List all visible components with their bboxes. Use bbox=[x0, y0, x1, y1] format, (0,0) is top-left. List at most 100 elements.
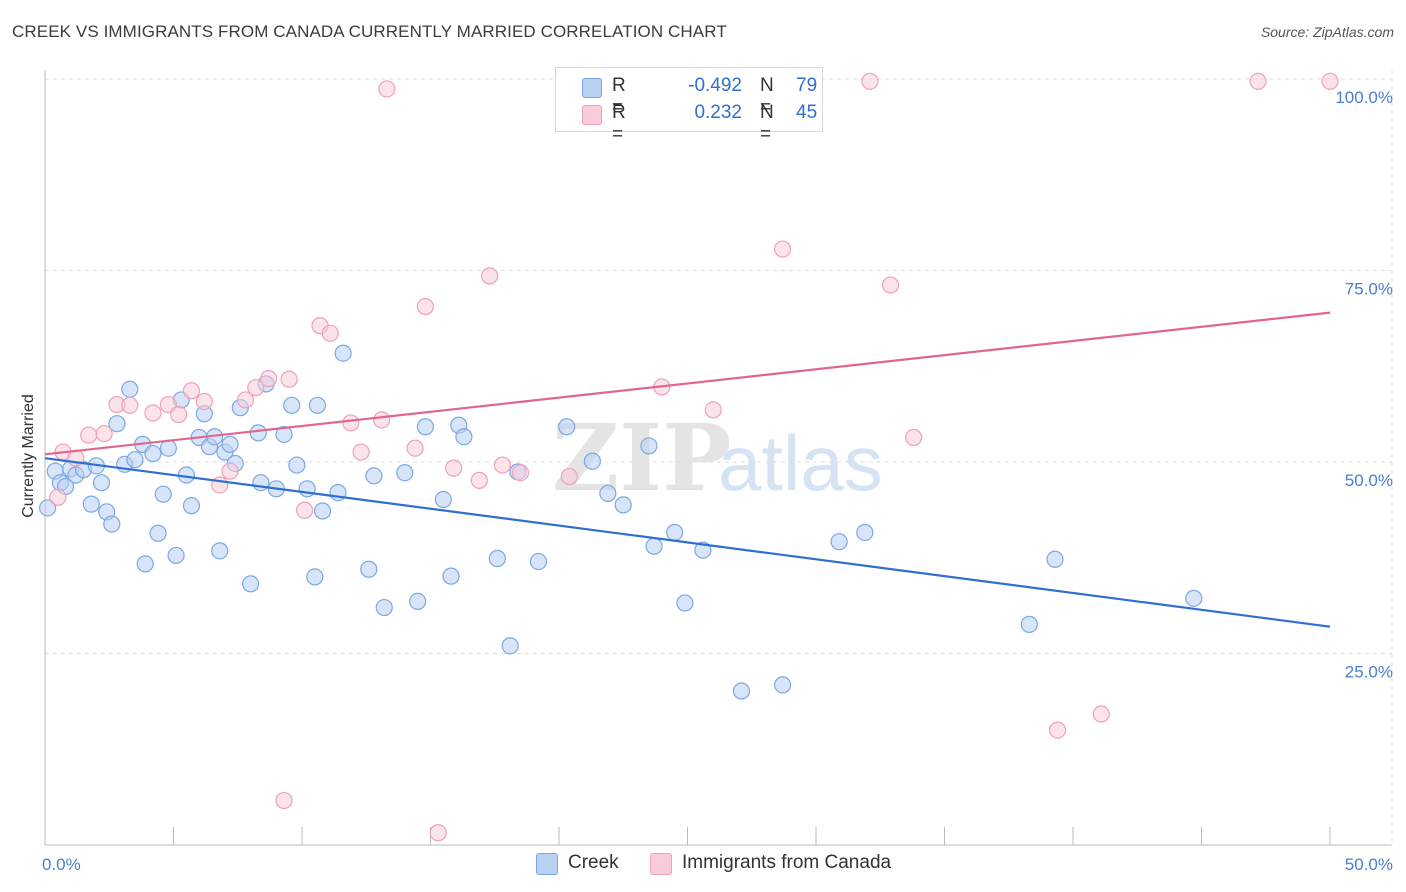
canada-point bbox=[704, 401, 722, 419]
chart-source: Source: ZipAtlas.com bbox=[1260, 24, 1394, 40]
creek-point bbox=[182, 497, 201, 515]
creek-point bbox=[144, 444, 162, 463]
creek-point bbox=[529, 552, 548, 571]
creek-point bbox=[275, 425, 293, 444]
canada-point bbox=[378, 80, 396, 98]
canada-point bbox=[80, 426, 98, 444]
legend-r-label: R = bbox=[612, 102, 626, 145]
legend-r-value-creek: -0.492 bbox=[688, 75, 742, 96]
canada-point bbox=[170, 405, 188, 424]
creek-point bbox=[434, 490, 452, 509]
creek-points bbox=[38, 344, 1203, 700]
creek-trend-line bbox=[44, 457, 1331, 628]
tick-labels: 25.0% 50.0% 75.0% 100.0% 0.0% 50.0% bbox=[42, 88, 1393, 874]
creek-point bbox=[599, 484, 617, 503]
creek-point bbox=[773, 676, 792, 694]
chart-title: CREEK VS IMMIGRANTS FROM CANADA CURRENTL… bbox=[12, 22, 727, 41]
creek-point bbox=[640, 437, 658, 455]
creek-point bbox=[396, 464, 414, 482]
canada-point bbox=[445, 459, 463, 477]
creek-point bbox=[108, 415, 126, 433]
creek-point bbox=[149, 524, 167, 542]
x-tick-label-left: 0.0% bbox=[42, 855, 81, 874]
y-axis-label: Currently Married bbox=[20, 394, 37, 518]
canada-point bbox=[373, 411, 391, 429]
creek-point bbox=[126, 451, 144, 469]
canada-point bbox=[1048, 721, 1067, 739]
canada-point bbox=[121, 396, 139, 414]
legend-n-value-creek: 79 bbox=[796, 75, 818, 96]
canada-point bbox=[236, 391, 255, 409]
creek-point bbox=[856, 523, 874, 542]
creek-point bbox=[242, 575, 260, 593]
canada-point bbox=[221, 462, 239, 480]
canada-point bbox=[144, 404, 162, 422]
creek-point bbox=[455, 428, 473, 446]
creek-point bbox=[249, 424, 267, 442]
canada-point bbox=[429, 824, 447, 842]
creek-point bbox=[306, 568, 324, 586]
creek-point bbox=[334, 344, 352, 362]
canada-point bbox=[1092, 705, 1110, 723]
creek-swatch bbox=[582, 78, 602, 98]
legend-r-value-canada: 0.232 bbox=[694, 102, 742, 123]
trend-lines bbox=[44, 311, 1331, 628]
canada-point bbox=[1249, 72, 1267, 90]
creek-point bbox=[38, 499, 57, 517]
creek-point bbox=[375, 598, 393, 617]
y-tick-label: 100.0% bbox=[1335, 88, 1393, 107]
creek-point bbox=[645, 537, 663, 555]
creek-point bbox=[365, 467, 383, 485]
canada-trend-line bbox=[44, 311, 1331, 456]
watermark-zip: ZIP bbox=[552, 404, 731, 512]
legend-n-value-canada: 45 bbox=[796, 102, 818, 123]
canada-point bbox=[275, 791, 293, 810]
creek-point bbox=[614, 496, 632, 514]
creek-point bbox=[1046, 550, 1064, 568]
creek-point bbox=[409, 592, 427, 611]
canada-point bbox=[247, 379, 265, 397]
canada-point bbox=[280, 370, 298, 388]
watermark-atlas: atlas bbox=[718, 419, 883, 507]
creek-point bbox=[221, 435, 239, 453]
creek-point bbox=[313, 502, 332, 520]
canada-point bbox=[259, 369, 278, 388]
creek-point bbox=[676, 594, 694, 612]
watermark: ZIP atlas bbox=[552, 404, 883, 512]
creek-legend-label: Creek bbox=[568, 852, 619, 873]
creek-point bbox=[308, 396, 327, 414]
canada-point bbox=[159, 395, 177, 414]
canada-point bbox=[321, 324, 339, 342]
creek-point bbox=[1185, 589, 1203, 607]
creek-point bbox=[830, 533, 848, 551]
creek-point bbox=[154, 485, 172, 503]
canada-point bbox=[861, 72, 879, 90]
creek-point bbox=[442, 567, 460, 585]
canada-point bbox=[560, 467, 578, 486]
canada-point bbox=[1321, 72, 1339, 90]
y-tick-label: 75.0% bbox=[1345, 280, 1393, 299]
creek-point bbox=[92, 474, 111, 492]
canada-point bbox=[416, 297, 434, 316]
legend-n-label: N = bbox=[760, 102, 774, 145]
canada-point bbox=[195, 392, 213, 411]
canada-point bbox=[49, 488, 67, 506]
creek-point bbox=[159, 439, 177, 457]
canada-point bbox=[342, 414, 360, 432]
canada-point bbox=[481, 267, 499, 285]
canada-point bbox=[511, 464, 530, 482]
creek-point bbox=[694, 541, 712, 559]
creek-point bbox=[666, 523, 684, 542]
creek-point bbox=[82, 495, 100, 513]
creek-point bbox=[298, 480, 316, 498]
creek-point bbox=[103, 515, 121, 533]
canada-point bbox=[406, 439, 424, 457]
stats-legend: R = -0.492 N = 79 R = 0.232 N = 45 bbox=[555, 67, 823, 145]
y-tick-label: 25.0% bbox=[1345, 663, 1393, 682]
axes bbox=[44, 70, 1392, 846]
legend-n-label: N = bbox=[760, 75, 774, 118]
x-tick-label-right: 50.0% bbox=[1345, 855, 1393, 874]
creek-legend-swatch bbox=[536, 853, 558, 875]
creek-point bbox=[121, 380, 139, 398]
